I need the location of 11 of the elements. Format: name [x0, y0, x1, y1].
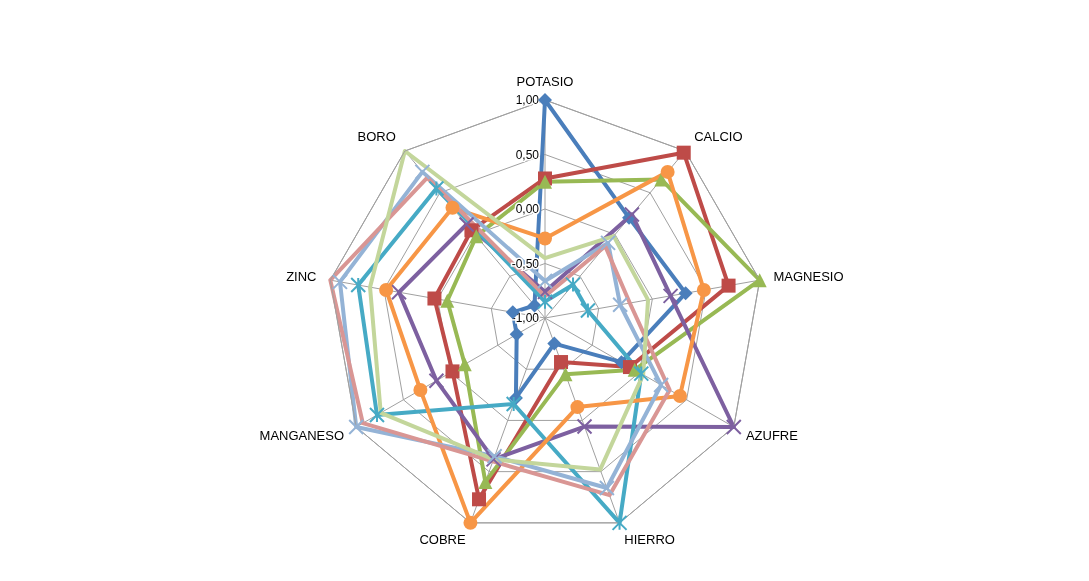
spoke-label: CALCIO: [694, 129, 743, 145]
spoke-label: ZINC: [286, 269, 317, 285]
y-tick-label: 1,00: [515, 93, 540, 107]
spoke-label: BORO: [357, 129, 396, 145]
spoke-label: MANGANESO: [259, 428, 345, 443]
spoke-label: MAGNESIO: [773, 269, 844, 285]
spoke-label: POTASIO: [516, 74, 574, 89]
spoke-label: HIERRO: [624, 531, 675, 547]
spoke-label: COBRE: [419, 531, 466, 547]
spoke-label: AZUFRE: [745, 428, 799, 443]
y-tick-label: 0,50: [515, 147, 540, 162]
